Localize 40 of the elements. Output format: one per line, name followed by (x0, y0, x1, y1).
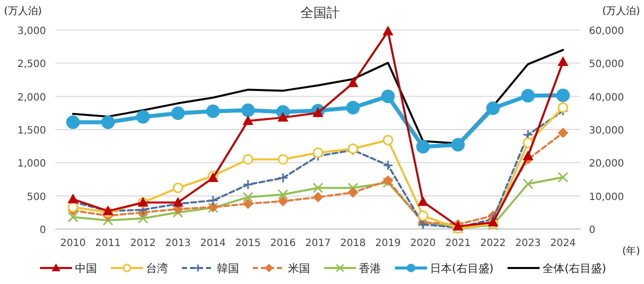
y2-tick-label: 0 (589, 225, 596, 236)
legend-label: 台湾 (146, 262, 168, 275)
y-tick-label: 500 (26, 192, 46, 203)
x-tick-label: 2013 (165, 238, 191, 249)
x-tick-label: 2017 (305, 238, 331, 249)
y-tick-label: 2,000 (17, 92, 46, 104)
x-tick-label: 2023 (515, 238, 541, 249)
y-tick-label: 0 (40, 225, 46, 236)
legend-label: 中国 (75, 262, 97, 275)
y2-tick-label: 10,000 (589, 192, 624, 203)
y2-tick-label: 40,000 (589, 92, 624, 104)
x-tick-label: 2019 (375, 238, 401, 249)
y-axis-title: (万人泊) (4, 5, 42, 17)
x-tick-label: 2012 (130, 238, 156, 249)
y-tick-label: 1,500 (17, 126, 46, 136)
x-tick-label: 2016 (270, 238, 296, 249)
x-tick-label: 2020 (410, 238, 436, 249)
text: (年) (622, 245, 640, 257)
x-tick-label: 2010 (60, 238, 86, 249)
x-tick-label: 2014 (200, 238, 226, 249)
x-tick-label: 2021 (445, 238, 471, 249)
y-tick-label: 1,000 (17, 158, 46, 170)
y2-axis-title: (万人泊) (602, 5, 640, 17)
y2-tick-label: 20,000 (589, 158, 624, 170)
y2-tick-label: 50,000 (589, 59, 624, 70)
x-tick-label: 2018 (340, 238, 366, 249)
legend-label: 香港 (359, 262, 381, 275)
y2-tick-label: 30,000 (589, 126, 624, 136)
y-tick-label: 3,000 (17, 26, 46, 37)
legend-label: 米国 (288, 262, 310, 275)
x-tick-label: 2022 (480, 238, 506, 249)
chart-title: 全国計 (300, 6, 340, 21)
x-tick-label: 2024 (550, 238, 576, 249)
legend-label: 全体(右目盛) (542, 262, 606, 275)
legend-label: 日本(右目盛) (430, 262, 494, 275)
x-tick-label: 2011 (95, 238, 121, 249)
x-tick-label: 2015 (235, 238, 261, 249)
y2-tick-label: 60,000 (589, 26, 624, 37)
legend-label: 韓国 (217, 262, 239, 275)
y-tick-label: 2,500 (17, 59, 46, 70)
